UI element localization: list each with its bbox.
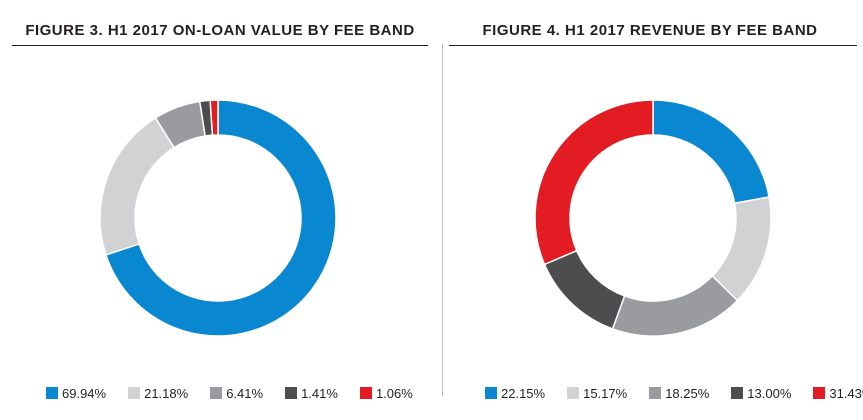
legend: 69.94% 21.18% 6.41% 1.41% 1.06%	[46, 385, 413, 401]
legend-swatch	[210, 387, 223, 399]
legend-item: 22.15%	[485, 386, 545, 401]
legend-swatch	[567, 387, 580, 399]
legend-label: 6.41%	[226, 385, 264, 401]
legend-item: 1.41%	[285, 386, 338, 401]
legend-label: 22.15%	[501, 385, 546, 401]
legend-item: 13.00%	[731, 386, 791, 401]
legend-item: 1.06%	[359, 385, 413, 401]
legend-item: 18.25%	[649, 386, 709, 401]
legend-label: 69.94%	[62, 385, 107, 401]
legend-label: 1.06%	[375, 385, 413, 401]
panel-divider	[442, 44, 443, 396]
donut-segment	[99, 116, 176, 256]
legend-swatch	[485, 387, 497, 399]
legend-label: 1.41%	[301, 385, 338, 401]
donut-segment	[543, 249, 626, 330]
legend-swatch	[285, 387, 298, 399]
legend-swatch	[813, 387, 826, 399]
donut-segment	[611, 274, 739, 337]
legend: 22.15% 15.17% 18.25% 13.00% 31.43%	[485, 385, 863, 401]
legend-swatch	[731, 387, 744, 399]
legend-item: 31.43%	[813, 386, 863, 401]
legend-label: 31.43%	[829, 385, 863, 401]
legend-item: 6.41%	[210, 386, 263, 401]
donut-segment	[652, 99, 770, 205]
chart-panel-revenue: FIGURE 4. H1 2017 REVENUE BY FEE BAND 22…	[445, 0, 863, 420]
chart-title: FIGURE 3. H1 2017 ON-LOAN VALUE BY FEE B…	[25, 22, 415, 39]
title-underline	[449, 45, 857, 46]
legend-swatch	[649, 387, 662, 399]
title-underline	[12, 45, 428, 46]
legend-item: 15.17%	[567, 386, 627, 401]
legend-swatch	[359, 387, 372, 399]
donut-chart-on-loan-value	[99, 99, 337, 337]
donut-segment	[209, 99, 219, 136]
legend-label: 15.17%	[583, 385, 628, 401]
legend-label: 18.25%	[665, 385, 710, 401]
legend-label: 21.18%	[144, 385, 189, 401]
donut-chart-revenue	[534, 99, 772, 337]
legend-swatch	[46, 387, 58, 399]
chart-title: FIGURE 4. H1 2017 REVENUE BY FEE BAND	[482, 22, 818, 39]
legend-swatch	[128, 387, 141, 399]
chart-panel-on-loan-value: FIGURE 3. H1 2017 ON-LOAN VALUE BY FEE B…	[12, 22, 428, 401]
legend-label: 13.00%	[747, 385, 792, 401]
legend-item: 21.18%	[128, 386, 188, 401]
legend-item: 69.94%	[46, 386, 106, 401]
donut-segment	[534, 99, 654, 266]
donut-segment	[104, 99, 337, 337]
